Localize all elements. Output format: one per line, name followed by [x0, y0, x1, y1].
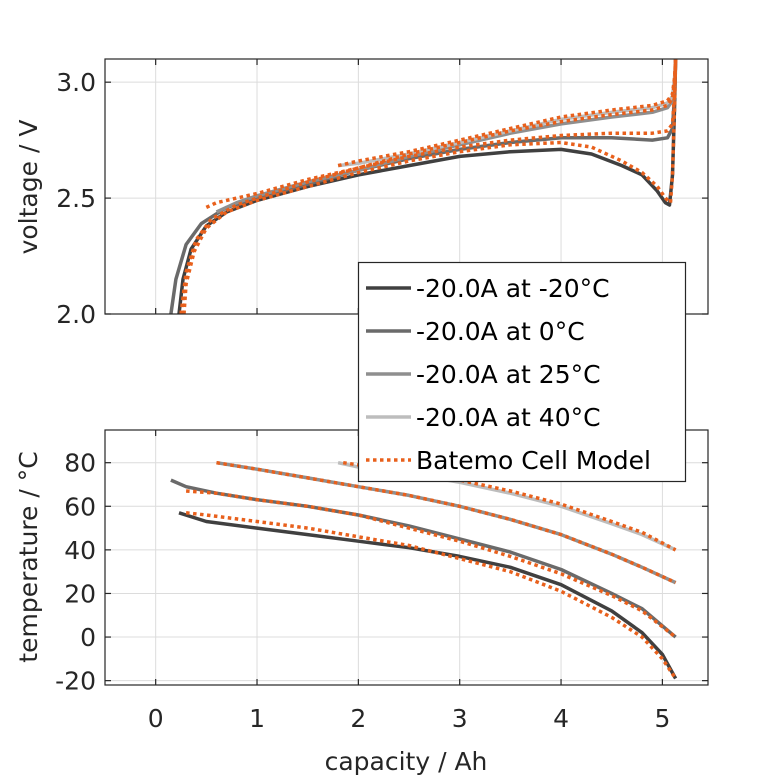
temperature-xtick-label: 2	[350, 704, 366, 733]
legend-label: -20.0A at 25°C	[416, 360, 601, 389]
temperature-series-batemo-cell-model-40-c	[342, 460, 677, 552]
temperature-ytick-label: -20	[55, 667, 96, 696]
legend-label: Batemo Cell Model	[416, 446, 651, 475]
legend: -20.0A at -20°C -20.0A at 0°C -20.0A at 25…	[357, 261, 687, 483]
temperature-xtick-label: 3	[452, 704, 468, 733]
temperature-ytick-label: 20	[64, 579, 96, 608]
capacity-xlabel: capacity / Ah	[325, 747, 488, 776]
temperature-series--20-0a-at-20-c	[178, 511, 678, 680]
legend-box	[357, 261, 687, 483]
legend-label: -20.0A at 0°C	[416, 317, 585, 346]
temperature-series-batemo-cell-model-0-c	[185, 489, 677, 639]
temperature-ytick-label: 60	[64, 492, 96, 521]
voltage-ytick-label: 3.0	[56, 68, 96, 97]
temperature-series-batemo-cell-model-25-c	[216, 460, 677, 585]
voltage-ytick-label: 2.0	[56, 300, 96, 329]
voltage-ylabel: voltage / V	[14, 120, 43, 255]
temperature-xtick-label: 4	[553, 704, 569, 733]
legend-label: -20.0A at -20°C	[416, 274, 610, 303]
temperature-ytick-label: 80	[64, 449, 96, 478]
voltage-series--20-0a-at-0-c	[169, 59, 678, 314]
voltage-series-batemo-cell-model-25-c	[205, 59, 678, 209]
temperature-ytick-label: 0	[80, 623, 96, 652]
temperature-xtick-label: 1	[249, 704, 265, 733]
temperature-xtick-label: 5	[654, 704, 670, 733]
temperature-xtick-label: 0	[148, 704, 164, 733]
legend-label: -20.0A at 40°C	[416, 403, 601, 432]
voltage-series-group	[169, 59, 678, 314]
voltage-ytick-label: 2.5	[56, 184, 96, 213]
temperature-ylabel: temperature / °C	[14, 451, 43, 662]
temperature-series-batemo-cell-model-20-c	[185, 511, 678, 680]
voltage-series-batemo-cell-model-40-c	[337, 59, 678, 168]
voltage-series-batemo-cell-model-20-c	[182, 59, 678, 314]
temperature-ytick-label: 40	[64, 536, 96, 565]
